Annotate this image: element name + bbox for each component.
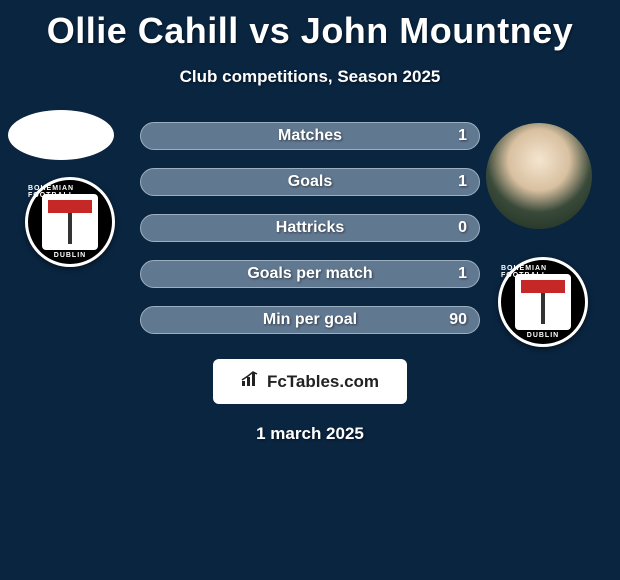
stat-value-right: 1: [458, 265, 467, 283]
stat-label: Goals per match: [247, 265, 372, 283]
site-badge[interactable]: FcTables.com: [213, 359, 407, 404]
page-title: Ollie Cahill vs John Mountney: [47, 10, 574, 52]
stat-label: Min per goal: [263, 311, 357, 329]
stats-list: Matches 1 Goals 1 Hattricks 0 Goals per …: [140, 122, 480, 334]
stat-row: Matches 1: [140, 122, 480, 150]
stat-value-right: 1: [458, 127, 467, 145]
date-label: 1 march 2025: [256, 424, 364, 444]
club-ring-bottom: DUBLIN: [54, 252, 86, 259]
player-left-avatar: [8, 110, 114, 160]
stat-row: Goals 1: [140, 168, 480, 196]
club-badge-right: BOHEMIAN FOOTBALL DUBLIN: [498, 257, 588, 347]
site-name: FcTables.com: [267, 372, 379, 392]
stat-value-right: 1: [458, 173, 467, 191]
stat-label: Goals: [288, 173, 332, 191]
club-ring-bottom: DUBLIN: [527, 332, 559, 339]
club-crest-icon: [515, 274, 571, 330]
club-badge-left: BOHEMIAN FOOTBALL DUBLIN: [25, 177, 115, 267]
stat-row: Hattricks 0: [140, 214, 480, 242]
stat-value-right: 90: [449, 311, 467, 329]
subtitle: Club competitions, Season 2025: [180, 67, 441, 87]
stat-row: Min per goal 90: [140, 306, 480, 334]
stat-label: Matches: [278, 127, 342, 145]
stat-value-right: 0: [458, 219, 467, 237]
stat-row: Goals per match 1: [140, 260, 480, 288]
player-right-avatar: [486, 123, 592, 229]
chart-icon: [241, 371, 261, 392]
stat-label: Hattricks: [276, 219, 344, 237]
club-crest-icon: [42, 194, 98, 250]
